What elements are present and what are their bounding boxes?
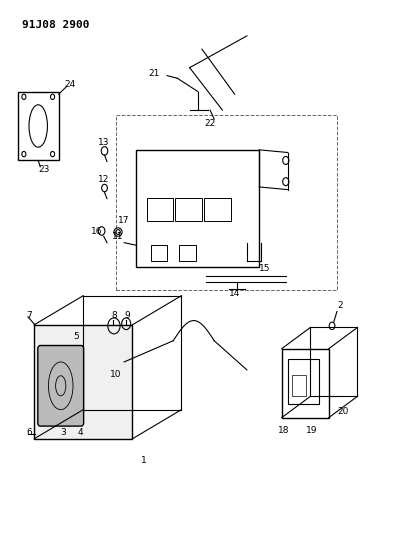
Bar: [147, 198, 173, 221]
Text: 22: 22: [204, 118, 215, 127]
Bar: [151, 245, 167, 261]
Bar: [116, 115, 337, 290]
Text: 2: 2: [337, 301, 342, 310]
Text: 16: 16: [91, 227, 103, 236]
Text: 11: 11: [112, 232, 123, 241]
Text: 24: 24: [65, 80, 76, 89]
Text: 91J08 2900: 91J08 2900: [22, 20, 89, 30]
Text: 5: 5: [73, 332, 79, 341]
Bar: [204, 198, 231, 221]
Bar: [18, 92, 59, 160]
Text: 18: 18: [278, 426, 289, 435]
Text: 7: 7: [26, 311, 32, 319]
FancyBboxPatch shape: [38, 345, 84, 426]
Text: 17: 17: [118, 216, 129, 225]
Bar: [292, 375, 306, 397]
Text: 4: 4: [77, 428, 83, 437]
Text: 8: 8: [111, 311, 117, 319]
Bar: [136, 150, 259, 266]
Text: 9: 9: [124, 311, 130, 319]
Text: 19: 19: [306, 426, 318, 435]
Text: 6: 6: [26, 428, 32, 437]
Bar: [282, 349, 329, 418]
Text: 3: 3: [61, 428, 66, 437]
Text: 15: 15: [259, 264, 271, 273]
Bar: [288, 359, 318, 405]
Bar: [179, 245, 196, 261]
Text: 10: 10: [110, 370, 121, 379]
Text: 20: 20: [337, 407, 348, 416]
Text: 12: 12: [98, 175, 109, 184]
Text: 14: 14: [229, 289, 240, 298]
Text: 23: 23: [38, 165, 49, 174]
Text: 21: 21: [149, 69, 160, 78]
Bar: [176, 198, 202, 221]
Text: 13: 13: [98, 138, 109, 147]
Bar: [34, 325, 132, 439]
Text: 1: 1: [140, 456, 146, 465]
